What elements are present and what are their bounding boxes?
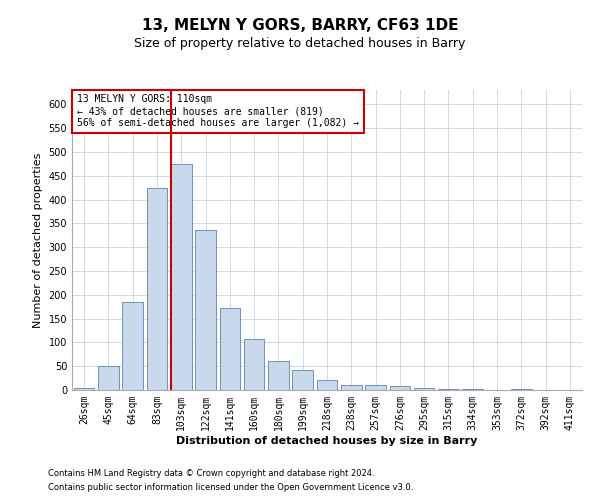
Text: Contains HM Land Registry data © Crown copyright and database right 2024.: Contains HM Land Registry data © Crown c… — [48, 468, 374, 477]
Bar — [511, 389, 532, 390]
Bar — [171, 164, 191, 390]
Bar — [98, 366, 119, 390]
Bar — [463, 389, 483, 390]
Bar — [341, 385, 362, 390]
Bar — [365, 385, 386, 390]
Bar — [438, 388, 459, 390]
Bar — [292, 370, 313, 390]
Y-axis label: Number of detached properties: Number of detached properties — [33, 152, 43, 328]
Bar — [220, 308, 240, 390]
Bar — [414, 388, 434, 390]
Bar — [317, 380, 337, 390]
Bar — [244, 339, 265, 390]
Bar — [146, 188, 167, 390]
Bar — [74, 388, 94, 390]
Text: Size of property relative to detached houses in Barry: Size of property relative to detached ho… — [134, 38, 466, 51]
Bar — [389, 386, 410, 390]
Bar — [122, 302, 143, 390]
Text: 13 MELYN Y GORS: 110sqm
← 43% of detached houses are smaller (819)
56% of semi-d: 13 MELYN Y GORS: 110sqm ← 43% of detache… — [77, 94, 359, 128]
Text: 13, MELYN Y GORS, BARRY, CF63 1DE: 13, MELYN Y GORS, BARRY, CF63 1DE — [142, 18, 458, 32]
X-axis label: Distribution of detached houses by size in Barry: Distribution of detached houses by size … — [176, 436, 478, 446]
Text: Contains public sector information licensed under the Open Government Licence v3: Contains public sector information licen… — [48, 484, 413, 492]
Bar — [268, 362, 289, 390]
Bar — [195, 230, 216, 390]
